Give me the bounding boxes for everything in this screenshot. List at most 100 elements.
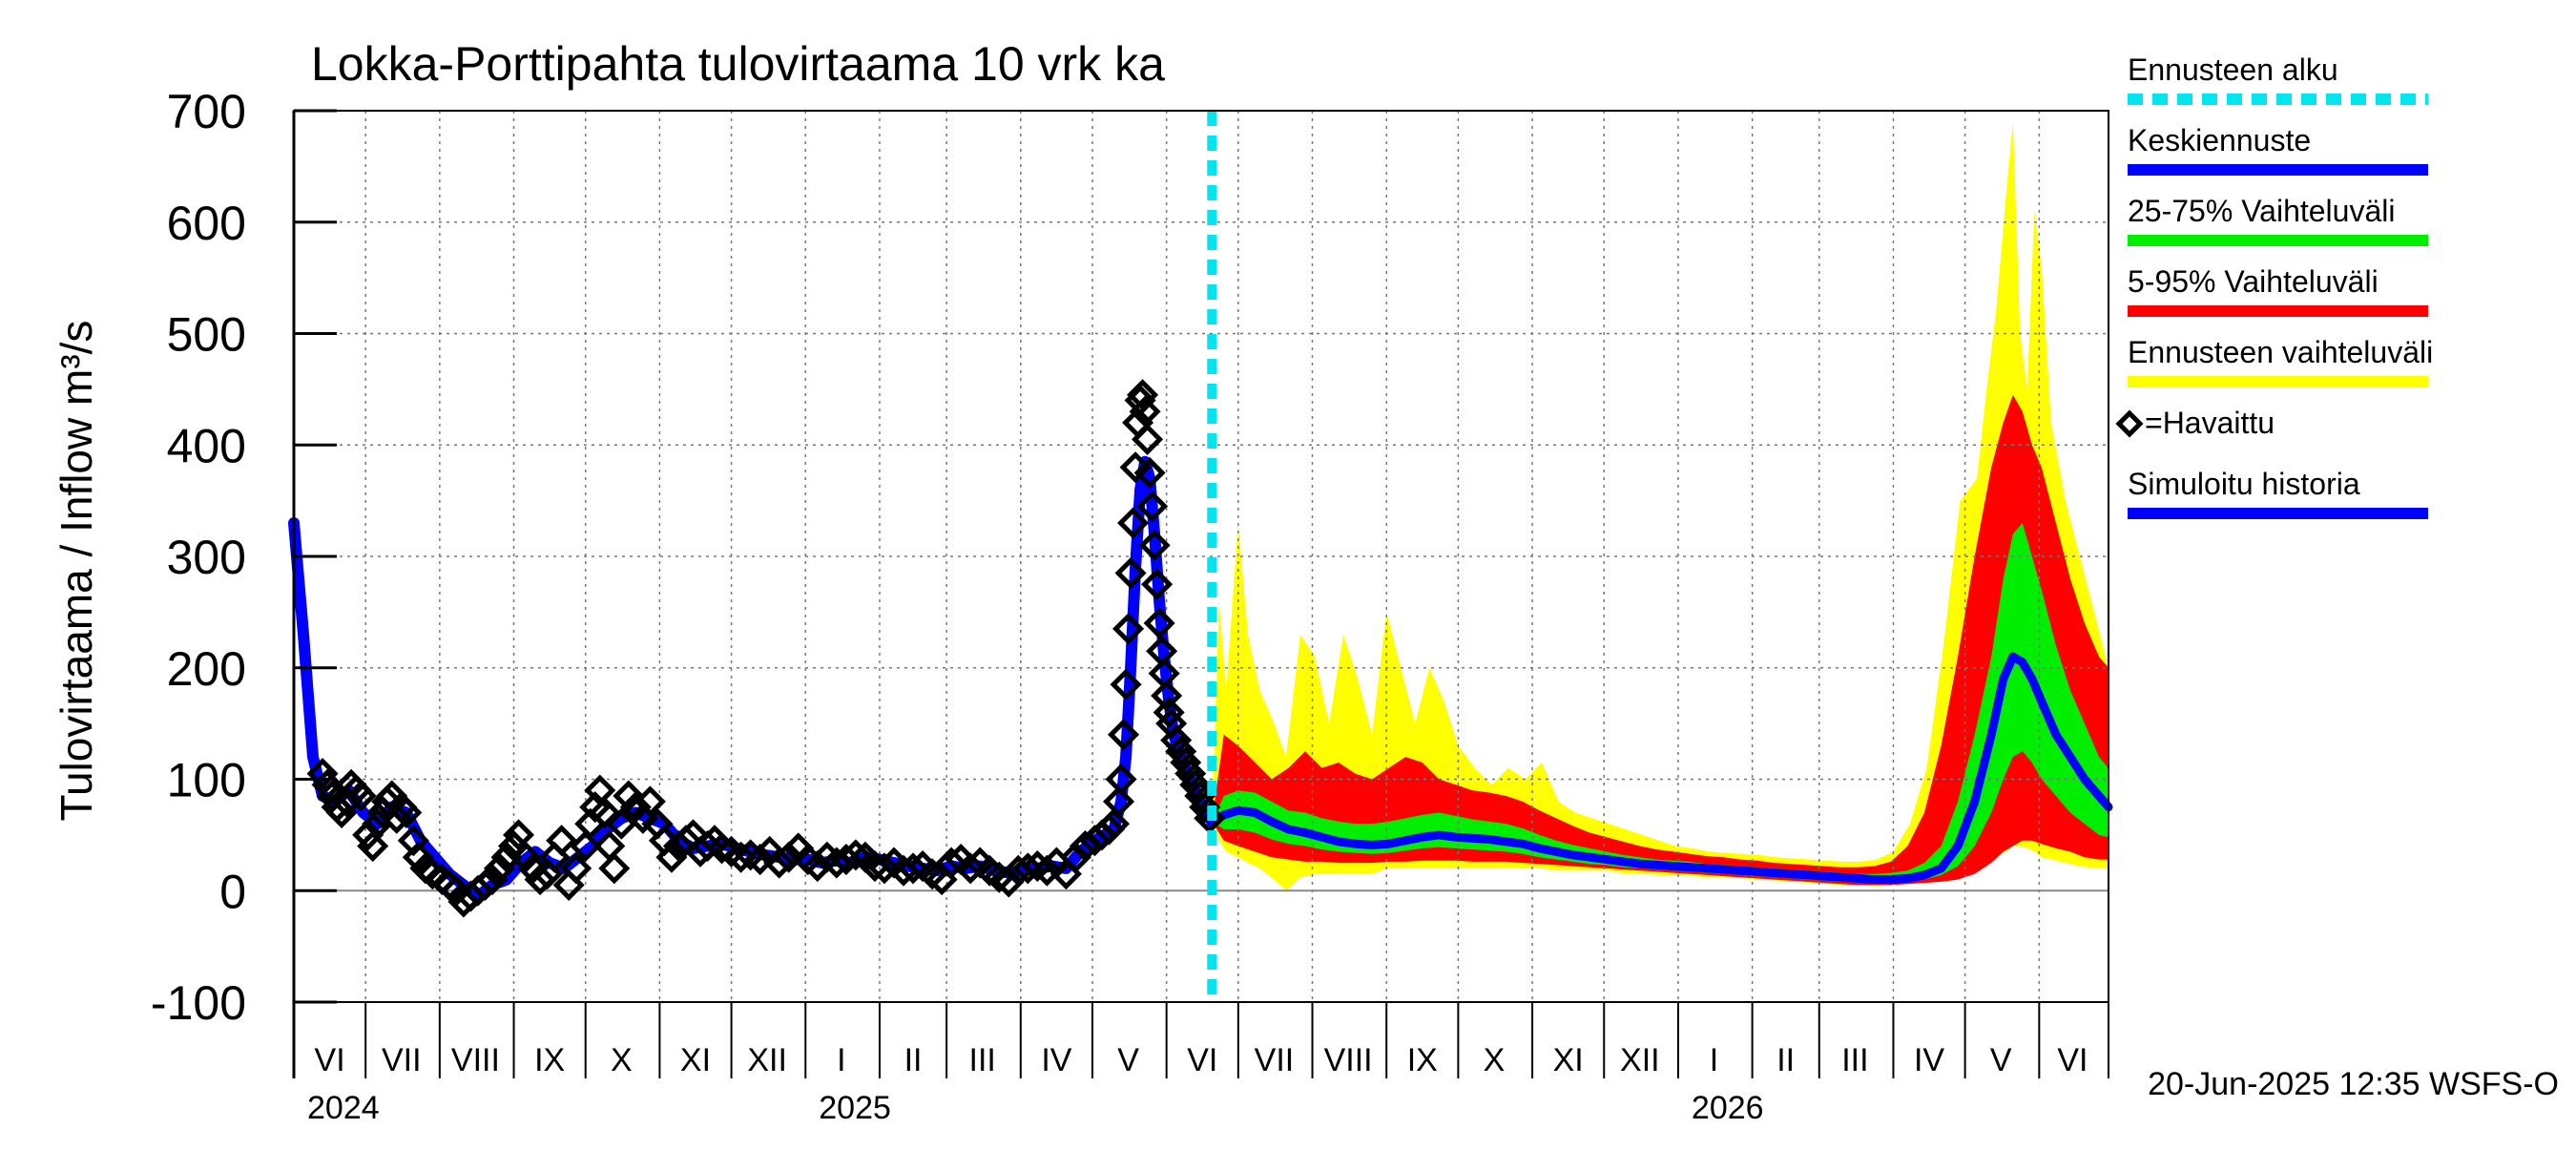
x-month-label-20: II — [1776, 1042, 1795, 1078]
observed-point-130 — [1165, 735, 1197, 767]
x-month-label-5: XI — [680, 1042, 711, 1078]
observed-point-106 — [1103, 785, 1135, 818]
observed-point-53 — [634, 785, 666, 818]
footer-timestamp: 20-Jun-2025 12:35 WSFS-O — [2148, 1066, 2559, 1102]
observed-point-119 — [1133, 456, 1166, 489]
observed-point-19 — [402, 841, 434, 873]
observed-point-120 — [1136, 490, 1169, 522]
legend-label-6: Simuloitu historia — [2128, 467, 2360, 501]
observed-point-30 — [483, 852, 516, 885]
y-tick-label-0: -100 — [151, 976, 246, 1030]
observed-point-70 — [773, 841, 805, 873]
observed-point-116 — [1127, 379, 1159, 411]
observed-point-126 — [1151, 680, 1183, 712]
observed-point-105 — [1097, 807, 1131, 840]
observed-point-34 — [509, 841, 542, 873]
legend-label-4: Ennusteen vaihteluväli — [2128, 335, 2433, 369]
legend-label-5: =Havaittu — [2145, 406, 2275, 440]
observed-point-97 — [1030, 854, 1063, 887]
y-tick-label-6: 500 — [167, 308, 246, 362]
x-month-label-1: VII — [382, 1042, 422, 1078]
y-tick-label-7: 600 — [167, 197, 246, 250]
series-line-1 — [1207, 652, 2113, 885]
observed-point-41 — [560, 852, 592, 885]
observed-point-127 — [1153, 696, 1185, 728]
observed-point-95 — [1011, 852, 1044, 885]
x-month-label-13: VII — [1255, 1042, 1295, 1078]
observed-point-129 — [1160, 724, 1193, 757]
observed-point-9 — [352, 819, 384, 851]
legend-label-0: Ennusteen alku — [2128, 52, 2338, 87]
observed-point-28 — [468, 868, 502, 901]
observed-point-5 — [330, 785, 363, 818]
y-tick-label-4: 300 — [167, 531, 246, 584]
y-tick-label-1: 0 — [219, 865, 246, 918]
legend-label-1: Keskiennuste — [2128, 123, 2311, 157]
observed-point-17 — [390, 796, 423, 829]
observed-point-110 — [1112, 613, 1145, 645]
observed-point-33 — [503, 819, 535, 851]
legend: Ennusteen alku Keskiennuste 25-75% Vaihtel… — [2115, 52, 2433, 519]
observed-point-111 — [1114, 556, 1147, 590]
band-2 — [1212, 523, 2109, 884]
observed-point-69 — [763, 847, 796, 879]
observed-point-83 — [897, 852, 929, 885]
observed-point-80 — [868, 852, 901, 885]
x-month-label-23: V — [1990, 1042, 2012, 1078]
x-month-label-15: IX — [1407, 1042, 1438, 1078]
x-year-label-0: 2024 — [307, 1090, 380, 1126]
legend-marker-5 — [2115, 409, 2144, 438]
x-month-label-11: V — [1117, 1042, 1139, 1078]
observed-point-131 — [1170, 746, 1202, 779]
observed-point-51 — [619, 791, 652, 824]
observed-point-63 — [706, 832, 738, 865]
x-year-label-2: 2026 — [1692, 1090, 1764, 1126]
observed-point-123 — [1143, 607, 1175, 639]
observed-point-8 — [344, 780, 377, 812]
x-month-label-18: XII — [1620, 1042, 1660, 1078]
observed-layer — [306, 379, 1226, 918]
x-month-label-14: VIII — [1324, 1042, 1373, 1078]
observed-point-113 — [1119, 451, 1152, 484]
x-month-label-7: I — [837, 1042, 845, 1078]
observed-point-107 — [1105, 763, 1137, 796]
observed-point-77 — [840, 839, 872, 871]
observed-point-50 — [613, 780, 645, 812]
observed-point-135 — [1189, 791, 1221, 824]
legend-label-2: 25-75% Vaihteluväli — [2128, 194, 2395, 228]
x-month-label-8: II — [904, 1042, 923, 1078]
observed-point-100 — [1059, 841, 1091, 873]
observed-point-108 — [1108, 719, 1140, 751]
observed-point-132 — [1174, 758, 1207, 790]
x-month-label-21: III — [1841, 1042, 1868, 1078]
x-month-label-9: III — [969, 1042, 996, 1078]
observed-point-42 — [570, 830, 602, 863]
observed-point-35 — [517, 852, 550, 885]
observed-point-93 — [992, 866, 1025, 898]
y-tick-label-8: 700 — [167, 85, 246, 138]
observed-point-121 — [1138, 529, 1171, 561]
x-month-label-24: VI — [2057, 1042, 2088, 1078]
y-axis-label: Tulovirtaama / Inflow m³/s — [52, 321, 101, 822]
observed-point-36 — [524, 864, 556, 896]
observed-point-46 — [589, 796, 621, 829]
x-month-label-19: I — [1710, 1042, 1718, 1078]
chart-title: Lokka-Porttipahta tulovirtaama 10 vrk ka — [311, 37, 1165, 91]
observed-point-87 — [935, 847, 967, 879]
observed-point-122 — [1141, 568, 1174, 600]
observed-point-10 — [357, 830, 389, 863]
x-year-label-1: 2025 — [819, 1090, 891, 1126]
x-month-label-2: VIII — [451, 1042, 500, 1078]
y-tick-label-3: 200 — [167, 642, 246, 696]
legend-label-3: 5-95% Vaihteluväli — [2128, 264, 2379, 299]
x-month-label-3: IX — [534, 1042, 565, 1078]
x-month-label-6: XII — [747, 1042, 787, 1078]
observed-point-133 — [1179, 768, 1212, 801]
observed-point-0 — [306, 758, 339, 790]
x-month-label-0: VI — [315, 1042, 345, 1078]
observed-point-89 — [954, 852, 987, 885]
x-month-label-10: IV — [1041, 1042, 1071, 1078]
